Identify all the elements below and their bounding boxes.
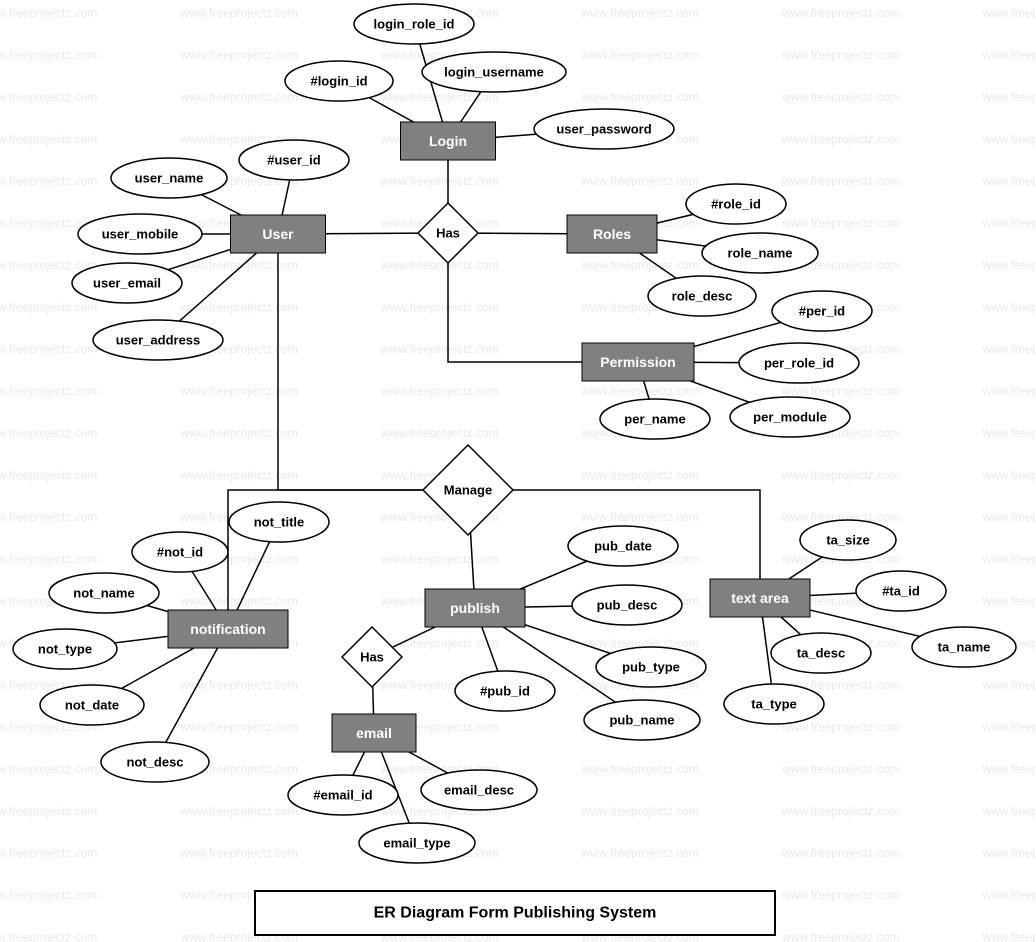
relationship-has1: Has — [418, 203, 478, 263]
svg-text:role_desc: role_desc — [672, 289, 733, 304]
attribute-user_password: user_password — [534, 109, 674, 149]
entity-publish: publish — [425, 589, 525, 627]
svg-text:#ta_id: #ta_id — [882, 584, 920, 599]
attribute-user_email: user_email — [72, 263, 182, 303]
attribute-not_name: not_name — [49, 573, 159, 613]
attribute-ta_name: ta_name — [912, 627, 1016, 667]
attribute-ta_id: #ta_id — [856, 571, 946, 611]
svg-text:login_role_id: login_role_id — [374, 17, 455, 32]
attribute-user_mobile: user_mobile — [78, 214, 202, 254]
svg-text:text area: text area — [731, 590, 789, 606]
entity-email: email — [332, 714, 416, 752]
entity-user: User — [231, 215, 326, 253]
svg-text:publish: publish — [450, 600, 500, 616]
relationship-manage: Manage — [423, 445, 513, 535]
svg-text:per_name: per_name — [624, 412, 685, 427]
attribute-email_type: email_type — [359, 823, 475, 863]
svg-text:Has: Has — [436, 226, 460, 241]
svg-text:Has: Has — [360, 650, 384, 665]
svg-text:email_desc: email_desc — [444, 783, 514, 798]
attribute-role_name: role_name — [702, 233, 818, 273]
entity-permission: Permission — [582, 343, 694, 381]
entity-roles: Roles — [567, 215, 657, 253]
svg-text:user_password: user_password — [556, 122, 651, 137]
attribute-pub_date: pub_date — [568, 526, 678, 566]
svg-text:#pub_id: #pub_id — [480, 684, 530, 699]
svg-text:ta_size: ta_size — [826, 533, 869, 548]
svg-text:#not_id: #not_id — [157, 545, 203, 560]
svg-text:user_mobile: user_mobile — [102, 227, 179, 242]
entity-textarea: text area — [710, 579, 810, 617]
entity-login: Login — [401, 122, 496, 160]
svg-text:not_title: not_title — [254, 515, 305, 530]
attribute-not_id: #not_id — [132, 532, 228, 572]
svg-text:user_name: user_name — [135, 171, 204, 186]
svg-text:Login: Login — [429, 133, 467, 149]
svg-text:not_type: not_type — [38, 642, 92, 657]
svg-text:role_name: role_name — [727, 246, 792, 261]
attribute-pub_desc: pub_desc — [572, 585, 682, 625]
svg-text:User: User — [262, 226, 294, 242]
attribute-per_module: per_module — [730, 397, 850, 437]
attribute-per_name: per_name — [600, 399, 710, 439]
diagram-title: ER Diagram Form Publishing System — [255, 891, 775, 935]
attribute-user_id: #user_id — [239, 140, 349, 180]
svg-text:ta_name: ta_name — [938, 640, 991, 655]
attribute-pub_type: pub_type — [596, 647, 706, 687]
svg-text:#role_id: #role_id — [711, 197, 761, 212]
attribute-not_type: not_type — [13, 629, 117, 669]
svg-text:Permission: Permission — [600, 354, 675, 370]
attribute-login_role_id: login_role_id — [354, 4, 474, 44]
attribute-pub_id: #pub_id — [455, 671, 555, 711]
attribute-ta_size: ta_size — [800, 520, 896, 560]
attribute-not_desc: not_desc — [101, 742, 209, 782]
svg-text:#login_id: #login_id — [310, 74, 367, 89]
attribute-ta_type: ta_type — [724, 684, 824, 724]
attribute-role_desc: role_desc — [648, 276, 756, 316]
attribute-per_role_id: per_role_id — [739, 343, 859, 383]
er-diagram: login_role_id #login_id login_usernameuser… — [0, 0, 1036, 942]
svg-text:pub_type: pub_type — [622, 660, 680, 675]
svg-text:per_role_id: per_role_id — [764, 356, 834, 371]
attribute-role_id: #role_id — [686, 184, 786, 224]
svg-text:#user_id: #user_id — [267, 153, 321, 168]
attribute-user_name: user_name — [111, 158, 227, 198]
attribute-email_desc: email_desc — [421, 770, 537, 810]
svg-text:ER Diagram Form Publishing Sys: ER Diagram Form Publishing System — [374, 905, 657, 922]
svg-text:not_date: not_date — [65, 698, 119, 713]
svg-text:ta_type: ta_type — [751, 697, 797, 712]
svg-text:Manage: Manage — [444, 483, 492, 498]
svg-text:#email_id: #email_id — [313, 788, 372, 803]
svg-text:#per_id: #per_id — [799, 304, 845, 319]
attribute-per_id: #per_id — [772, 291, 872, 331]
svg-text:notification: notification — [190, 621, 265, 637]
svg-text:ta_desc: ta_desc — [797, 646, 845, 661]
svg-text:user_address: user_address — [116, 333, 201, 348]
attribute-user_address: user_address — [93, 320, 223, 360]
svg-text:email_type: email_type — [383, 836, 450, 851]
svg-text:pub_date: pub_date — [594, 539, 652, 554]
attribute-login_username: login_username — [422, 52, 566, 92]
svg-text:pub_desc: pub_desc — [597, 598, 658, 613]
svg-text:Roles: Roles — [593, 226, 631, 242]
svg-text:email: email — [356, 725, 392, 741]
attribute-not_title: not_title — [229, 502, 329, 542]
svg-text:user_email: user_email — [93, 276, 161, 291]
svg-text:login_username: login_username — [444, 65, 544, 80]
attribute-ta_desc: ta_desc — [771, 633, 871, 673]
attribute-pub_name: pub_name — [584, 700, 700, 740]
attribute-email_id: #email_id — [288, 775, 398, 815]
attribute-login_id: #login_id — [285, 61, 393, 101]
svg-text:not_desc: not_desc — [126, 755, 183, 770]
svg-text:per_module: per_module — [753, 410, 827, 425]
svg-text:not_name: not_name — [73, 586, 134, 601]
entity-notification: notification — [168, 610, 288, 648]
relationship-has2: Has — [342, 627, 402, 687]
attribute-not_date: not_date — [40, 685, 144, 725]
svg-text:pub_name: pub_name — [609, 713, 674, 728]
